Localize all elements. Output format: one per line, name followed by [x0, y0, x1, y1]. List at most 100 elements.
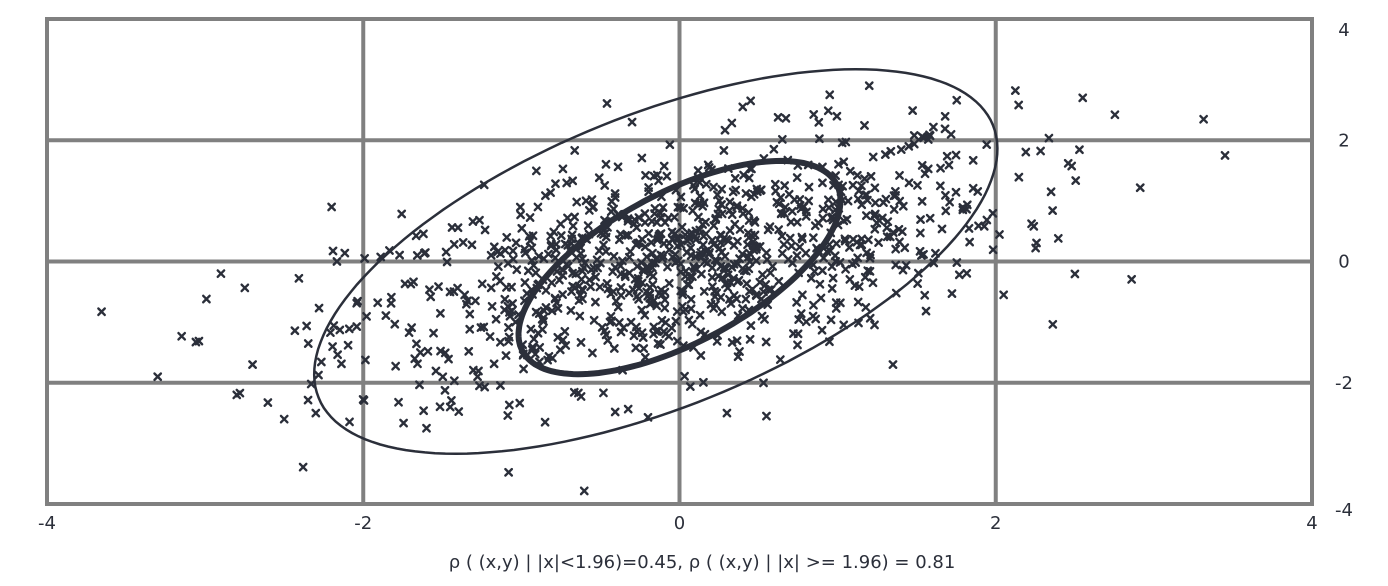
data-point [624, 268, 634, 278]
data-point [422, 423, 431, 433]
data-point [412, 339, 421, 349]
data-point [695, 251, 705, 260]
data-point [525, 213, 535, 222]
data-point [915, 246, 925, 256]
data-point [298, 462, 308, 472]
data-point [1029, 221, 1039, 231]
data-point [425, 285, 434, 295]
data-point [311, 408, 321, 418]
data-point [1071, 176, 1081, 185]
data-point [602, 279, 612, 288]
data-point [699, 377, 708, 387]
data-point [1014, 172, 1024, 182]
data-point [786, 217, 796, 227]
data-point [936, 163, 945, 173]
data-point [673, 241, 682, 251]
data-point [722, 408, 732, 418]
data-point [413, 359, 422, 369]
data-point [534, 251, 544, 261]
y-tick-label: -4 [1335, 500, 1353, 521]
data-point [572, 197, 582, 207]
data-point [951, 187, 961, 197]
data-point [441, 247, 451, 257]
data-point [541, 191, 550, 201]
data-point [1048, 206, 1058, 215]
data-point [570, 212, 580, 222]
data-point [589, 315, 599, 325]
data-point [773, 112, 783, 122]
data-point [535, 343, 545, 352]
data-point [676, 192, 686, 202]
data-point [624, 288, 634, 298]
data-point [841, 137, 851, 147]
data-point [333, 350, 343, 360]
data-point [928, 122, 938, 132]
data-point [826, 315, 836, 325]
data-point [531, 268, 541, 278]
data-point [609, 344, 619, 353]
data-point [792, 251, 802, 260]
data-point [489, 359, 499, 369]
data-point [352, 322, 362, 331]
data-point [686, 294, 696, 304]
data-point [954, 270, 964, 280]
data-point [913, 279, 923, 288]
data-point [792, 217, 802, 227]
data-point [602, 99, 612, 108]
data-point [445, 402, 455, 412]
data-point [904, 141, 914, 151]
data-point [512, 265, 522, 275]
data-point [632, 223, 642, 232]
data-point [601, 159, 611, 169]
data-point [610, 263, 620, 272]
data-point [725, 205, 734, 215]
data-point [798, 290, 807, 300]
data-point [898, 201, 908, 211]
data-point [588, 348, 597, 358]
data-point [616, 283, 626, 292]
data-point [851, 258, 861, 267]
data-point [792, 297, 802, 307]
x-tick-label: -4 [38, 513, 56, 534]
data-point [504, 323, 513, 332]
data-point [601, 330, 611, 340]
data-point [827, 284, 837, 293]
data-point [779, 240, 789, 250]
data-point [609, 287, 618, 297]
data-point [576, 338, 586, 347]
data-point [863, 235, 873, 245]
data-point [415, 380, 424, 390]
data-point [716, 261, 726, 271]
data-point [787, 241, 796, 251]
data-point [665, 140, 675, 150]
x-tick-label: 0 [674, 513, 685, 534]
data-point [808, 233, 818, 243]
data-point [399, 418, 408, 428]
data-point [667, 234, 677, 244]
data-point [547, 306, 557, 316]
data-point [870, 198, 880, 208]
data-point [409, 277, 418, 287]
data-point [634, 213, 644, 222]
confidence-ellipses [312, 68, 999, 455]
data-point [896, 145, 906, 154]
data-point [314, 370, 323, 380]
data-point [632, 261, 642, 271]
data-point [691, 226, 701, 236]
data-point [556, 219, 566, 229]
data-point [853, 297, 863, 307]
data-point [860, 174, 869, 184]
data-point [801, 211, 811, 221]
data-point [577, 274, 586, 284]
data-point [923, 135, 933, 144]
data-point [438, 372, 448, 382]
data-point [711, 215, 720, 224]
data-point [895, 171, 904, 180]
data-point [696, 327, 706, 337]
data-point [637, 153, 647, 163]
data-point [671, 316, 681, 326]
data-point [353, 296, 362, 306]
data-point [623, 230, 633, 240]
data-point [576, 392, 586, 401]
data-point [558, 290, 567, 299]
